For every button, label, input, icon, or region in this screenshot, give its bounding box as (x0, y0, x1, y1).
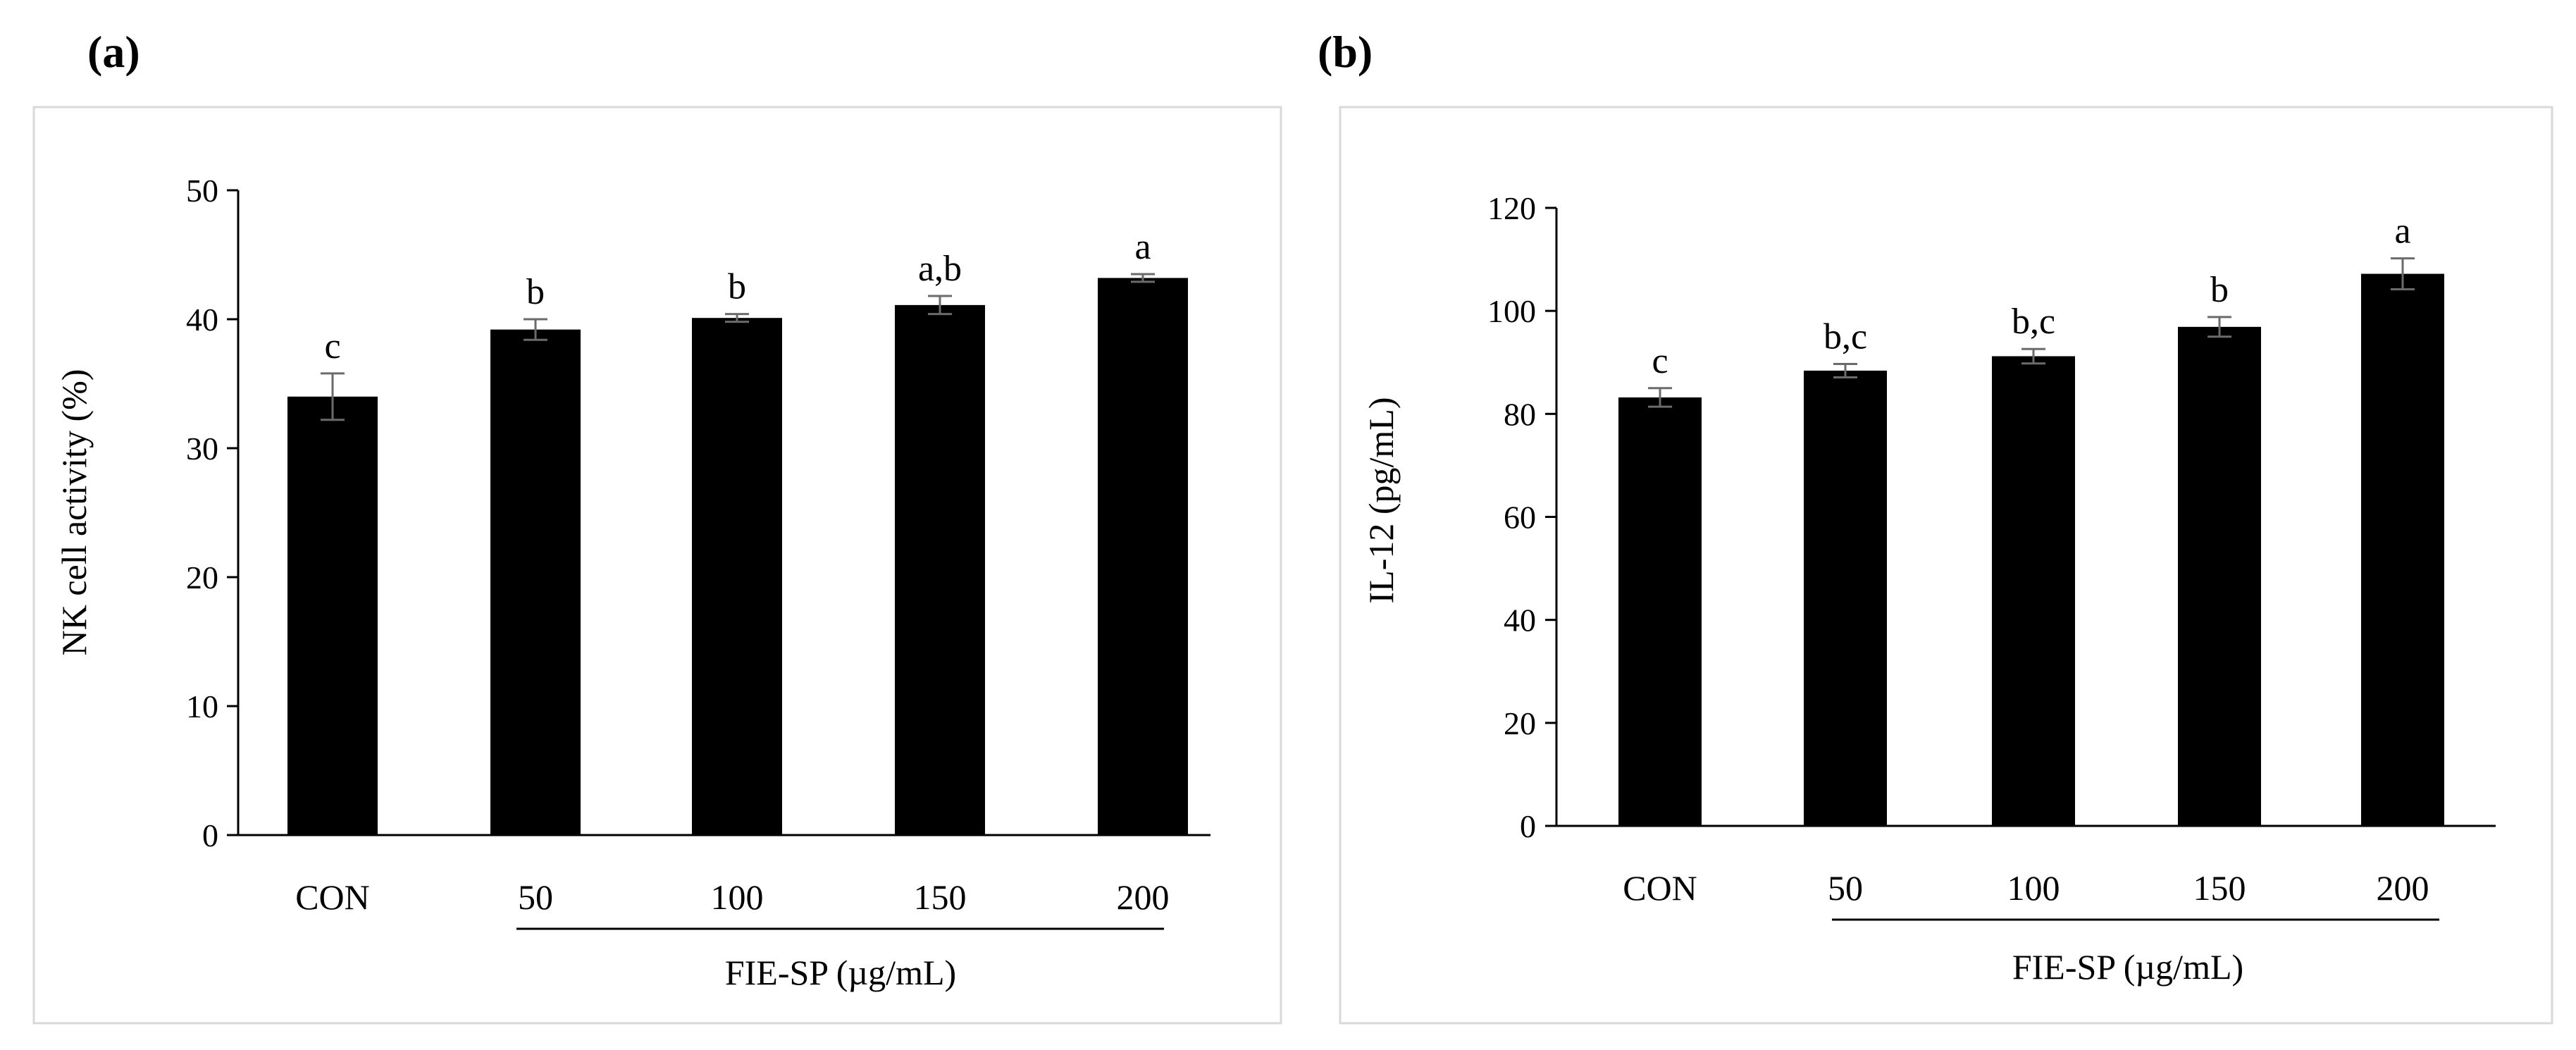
panel-b-category-label: 100 (2007, 868, 2060, 908)
panel-a-x-axis-title: FIE-SP (µg/mL) (725, 953, 956, 992)
panel-b-category-label: 150 (2193, 868, 2246, 908)
panel-b-category-label: 50 (1828, 868, 1863, 908)
panel-b-y-tick-label: 60 (1504, 500, 1536, 536)
panel-b-bar (2361, 273, 2444, 827)
panel-a-bars: c b b a,b a (287, 227, 1188, 835)
panel-b-category-label: CON (1623, 868, 1697, 908)
panel-b-significance-label: b (2210, 270, 2229, 310)
panel-a-significance-label: a,b (918, 249, 962, 289)
panel-a-significance-label: a (1134, 227, 1151, 267)
panel-a-label: (a) (87, 27, 140, 77)
panel-b-y-tick-label: 100 (1487, 293, 1536, 329)
panel-b-bar (2178, 326, 2261, 826)
panel-b: (b) 0 20 40 60 80 100 120 c b,c b,c b a CON 50 100… (1318, 27, 2553, 1025)
panel-a-frame (32, 106, 1282, 1025)
panel-b-label: (b) (1318, 27, 1373, 77)
panel-b-x-axis-title: FIE-SP (µg/mL) (2012, 947, 2243, 987)
panel-a-y-tick-label: 20 (186, 560, 218, 595)
panel-a-category-label: 100 (711, 877, 764, 917)
panel-a-y-tick-label: 50 (186, 173, 218, 209)
panel-b-bar (1992, 356, 2075, 827)
panel-a-y-tick-label: 10 (186, 688, 218, 724)
panel-a-category-label: 50 (518, 877, 553, 917)
panel-b-y-tick-label: 120 (1487, 190, 1536, 226)
panel-a-category-label: 200 (1117, 877, 1170, 917)
panel-b-y-tick-label: 20 (1504, 705, 1536, 741)
panel-a: (a) 0 10 20 30 40 50 c b b a,b a CON 50 100 150 2… (32, 27, 1282, 1025)
panel-a-bar (490, 329, 581, 835)
panel-b-bars: c b,c b,c b a (1618, 211, 2444, 827)
panel-b-bar (1618, 397, 1702, 826)
panel-a-y-axis-title: NK cell activity (%) (54, 369, 94, 656)
panel-a-bar (1098, 278, 1188, 835)
panel-a-category-label: 150 (914, 877, 967, 917)
panel-a-significance-label: c (324, 326, 340, 366)
panel-a-y-tick-label: 0 (202, 817, 218, 853)
panel-b-y-ticks: 0 20 40 60 80 100 120 (1487, 190, 1556, 844)
panel-a-bar (895, 304, 985, 835)
panel-b-y-tick-label: 0 (1520, 808, 1536, 844)
panel-a-category-label: CON (295, 877, 370, 917)
panel-b-significance-label: a (2394, 211, 2410, 252)
panel-a-y-ticks: 0 10 20 30 40 50 (186, 173, 238, 853)
panel-b-bar (1804, 370, 1887, 826)
panel-b-category-label: 200 (2377, 868, 2429, 908)
panel-a-bar (287, 396, 378, 835)
panel-a-significance-label: b (526, 272, 545, 312)
panel-a-significance-label: b (728, 267, 746, 307)
panel-b-y-tick-label: 80 (1504, 396, 1536, 432)
panel-b-significance-label: c (1652, 341, 1668, 381)
panel-b-significance-label: b,c (2012, 302, 2055, 342)
panel-a-y-tick-label: 40 (186, 302, 218, 338)
panel-b-significance-label: b,c (1823, 316, 1867, 357)
panel-b-y-axis-title: IL-12 (pg/mL) (1361, 397, 1401, 604)
panel-a-y-tick-label: 30 (186, 431, 218, 467)
panel-b-frame (1339, 106, 2553, 1025)
panel-a-bar (692, 318, 782, 835)
panel-b-y-tick-label: 40 (1504, 603, 1536, 638)
